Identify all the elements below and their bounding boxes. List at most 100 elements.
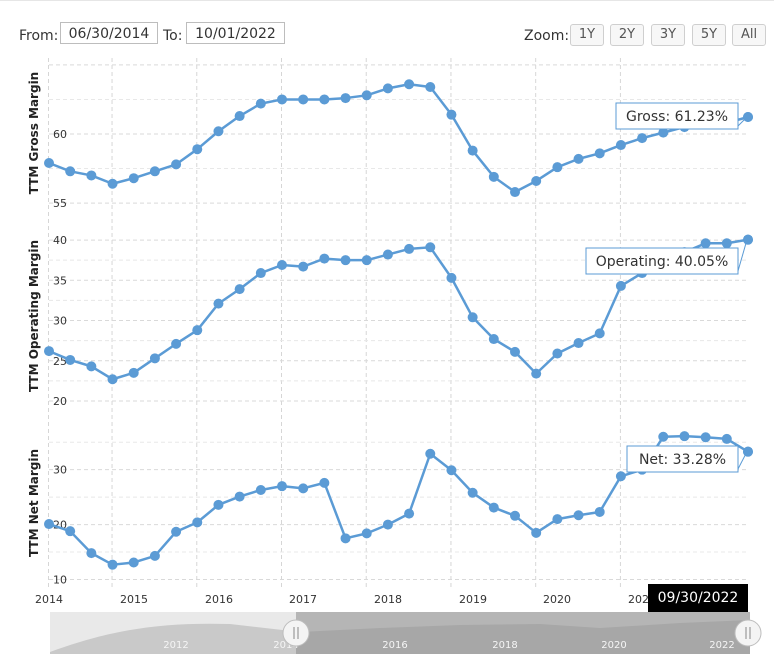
x-tick-2020: 2020 (543, 593, 571, 606)
axis-title-net: TTM Net Margin (27, 449, 41, 557)
tooltip-text-gross: Gross: 61.23% (626, 109, 728, 125)
data-point-net (171, 526, 182, 537)
tooltip-connector (737, 239, 748, 272)
from-date-input[interactable]: 06/30/2014 (60, 22, 158, 44)
data-point-net (446, 465, 457, 476)
data-point-gross (171, 159, 182, 170)
data-point-operating (340, 255, 351, 266)
tooltip-net: Net: 33.28% (626, 445, 748, 473)
range-selector: From: 06/30/2014 To: 10/01/2022 Zoom: 1Y… (0, 22, 774, 50)
data-point-gross (594, 148, 605, 159)
data-point-gross (192, 144, 203, 155)
data-point-gross (552, 162, 563, 173)
data-point-gross (86, 170, 97, 181)
navigator-label-2014: 2014 (273, 640, 298, 651)
data-point-operating (531, 368, 542, 379)
data-point-operating (700, 238, 711, 249)
data-point-gross (213, 126, 224, 137)
data-point-gross (44, 158, 54, 169)
data-point-operating (213, 298, 224, 309)
series-line-gross (48, 83, 749, 194)
navigator-label-2016: 2016 (382, 640, 407, 651)
tooltip-box (585, 247, 739, 275)
zoom-1y-button[interactable]: 1Y (570, 24, 604, 46)
data-point-gross (488, 171, 499, 182)
data-point-operating (319, 253, 330, 264)
data-point-gross (361, 90, 372, 101)
data-point-operating (488, 334, 499, 345)
top-border (0, 0, 774, 1)
to-date-input[interactable]: 10/01/2022 (186, 22, 285, 44)
zoom-3y-button[interactable]: 3Y (651, 24, 685, 46)
data-point-operating (552, 348, 563, 359)
tooltip-gross: Gross: 61.23% (615, 102, 748, 130)
data-point-gross (234, 111, 245, 122)
data-point-operating (615, 280, 626, 291)
data-point-operating (86, 361, 97, 372)
tooltip-box (615, 102, 739, 130)
data-point-net (213, 499, 224, 510)
data-point-net (488, 502, 499, 513)
navigator-label-2020: 2020 (601, 640, 626, 651)
data-point-operating (298, 261, 309, 272)
data-point-last-operating (743, 234, 753, 245)
zoom-2y-button[interactable]: 2Y (610, 24, 644, 46)
data-point-gross (404, 79, 415, 90)
data-point-net (531, 527, 542, 538)
data-point-operating (382, 249, 393, 260)
data-point-operating (404, 243, 415, 254)
navigator-left-handle[interactable] (282, 619, 310, 647)
data-point-operating (721, 238, 732, 249)
handle-grip (282, 619, 310, 647)
data-point-operating (107, 374, 118, 385)
data-point-gross (255, 98, 266, 109)
data-point-gross (531, 175, 542, 186)
navigator-label-2018: 2018 (492, 640, 517, 651)
data-point-operating (65, 354, 76, 365)
data-point-gross (340, 93, 351, 104)
data-point-net (700, 432, 711, 443)
data-point-operating (361, 255, 372, 266)
data-point-operating (425, 242, 436, 253)
zoom-all-button[interactable]: All (732, 24, 766, 46)
data-point-net (319, 477, 330, 488)
handle-grip (734, 619, 762, 647)
y-tick-operating-40: 40 (53, 234, 67, 247)
y-tick-operating-30: 30 (53, 315, 67, 328)
data-point-net (552, 514, 563, 525)
data-point-operating (44, 346, 54, 357)
data-point-operating (234, 284, 245, 295)
data-point-operating (128, 367, 139, 378)
data-point-last-gross (743, 112, 753, 123)
navigator-right-handle[interactable] (734, 619, 762, 647)
data-point-operating (171, 338, 182, 349)
axis-title-operating: TTM Operating Margin (27, 240, 41, 392)
data-point-net (615, 471, 626, 482)
data-point-operating (192, 325, 203, 336)
data-point-operating (467, 312, 478, 323)
data-point-net (679, 431, 690, 442)
tooltip-box (626, 445, 739, 473)
tooltip-operating: Operating: 40.05% (585, 239, 748, 275)
data-point-gross (615, 140, 626, 151)
data-point-gross (65, 166, 76, 177)
series-line-net (48, 434, 749, 566)
data-point-gross (107, 178, 118, 189)
zoom-5y-button[interactable]: 5Y (692, 24, 726, 46)
data-point-gross (128, 173, 139, 184)
data-point-net (721, 433, 732, 444)
x-tick-2015: 2015 (120, 593, 148, 606)
x-tick-2019: 2019 (459, 593, 487, 606)
selected-date-badge: 09/30/2022 (648, 584, 748, 612)
data-point-net (86, 548, 97, 559)
from-label: From: (19, 28, 59, 44)
navigator-label-2012: 2012 (163, 640, 188, 651)
data-point-net (361, 528, 372, 539)
navigator-selected-range (296, 612, 750, 654)
data-point-net (382, 519, 393, 530)
data-point-net (298, 483, 309, 494)
x-tick-2018: 2018 (374, 593, 402, 606)
